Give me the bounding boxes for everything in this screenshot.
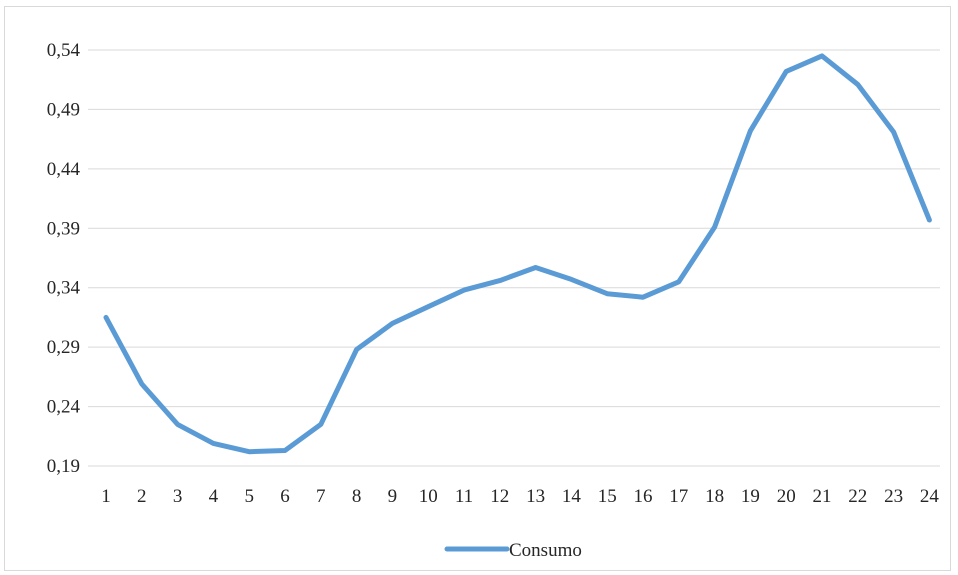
series-group — [103, 53, 932, 455]
x-axis-tick-labels: 1 2 3 4 5 6 7 8 9 10 11 12 13 14 15 16 17 18 19 20 21 22 23 24 — [101, 486, 939, 507]
x-tick-label: 6 — [280, 486, 290, 507]
x-tick-label: 12 — [490, 486, 509, 507]
y-tick-label: 0,54 — [47, 40, 81, 61]
legend-label-consumo: Consumo — [509, 540, 582, 561]
x-tick-label: 8 — [352, 486, 362, 507]
y-tick-label: 0,49 — [47, 99, 80, 120]
x-tick-label: 3 — [173, 486, 183, 507]
legend: Consumo — [444, 540, 582, 561]
x-tick-label: 9 — [388, 486, 398, 507]
x-tick-label: 7 — [316, 486, 326, 507]
y-axis-tick-labels: 0,54 0,49 0,44 0,39 0,34 0,29 0,24 0,19 — [47, 40, 81, 477]
series-line-consumo — [103, 53, 932, 455]
x-tick-label: 5 — [244, 486, 254, 507]
y-tick-label: 0,29 — [47, 337, 80, 358]
x-tick-label: 21 — [813, 486, 832, 507]
x-tick-label: 11 — [455, 486, 473, 507]
x-tick-label: 10 — [419, 486, 438, 507]
x-tick-label: 22 — [848, 486, 867, 507]
x-tick-label: 18 — [705, 486, 724, 507]
x-tick-label: 20 — [777, 486, 796, 507]
x-tick-label: 15 — [598, 486, 617, 507]
y-tick-label: 0,34 — [47, 278, 81, 299]
y-tick-label: 0,24 — [47, 397, 81, 418]
x-tick-label: 23 — [884, 486, 903, 507]
x-tick-label: 19 — [741, 486, 760, 507]
gridlines — [88, 49, 940, 467]
x-tick-label: 14 — [562, 486, 582, 507]
x-tick-label: 4 — [209, 486, 219, 507]
x-tick-label: 17 — [669, 486, 688, 507]
x-tick-label: 2 — [137, 486, 147, 507]
x-tick-label: 13 — [526, 486, 545, 507]
y-tick-label: 0,44 — [47, 159, 81, 180]
x-tick-label: 1 — [101, 486, 111, 507]
x-tick-label: 16 — [634, 486, 653, 507]
y-tick-label: 0,39 — [47, 218, 80, 239]
x-tick-label: 24 — [920, 486, 940, 507]
y-tick-label: 0,19 — [47, 456, 80, 477]
